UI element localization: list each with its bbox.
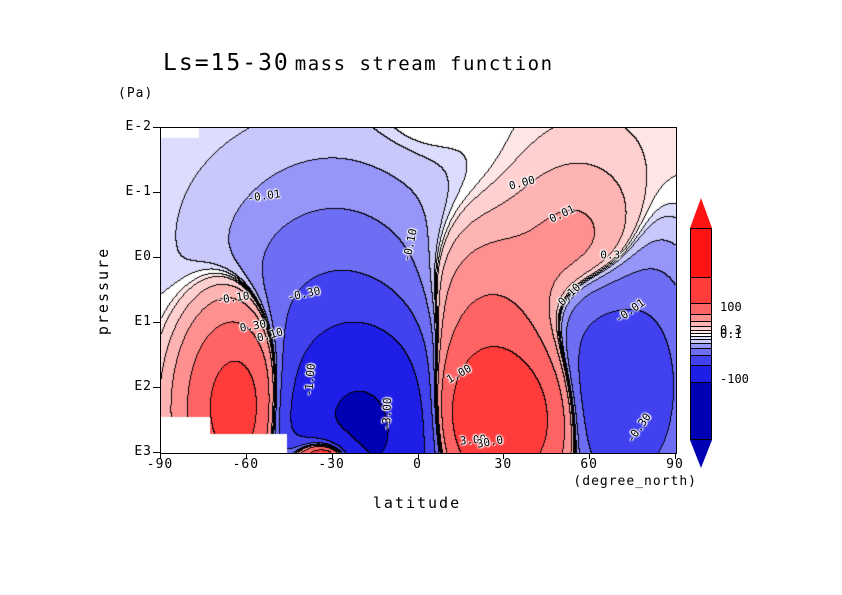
colorbar-segment: [691, 303, 711, 314]
y-axis-tick: [153, 257, 160, 258]
colorbar-arrow-up: [690, 198, 712, 228]
x-tick-label: -60: [232, 457, 260, 472]
contour-labels: 0.00 0.01 -0.01 -0.10 -0.10 -0.30 0.3 -0.10 -0.0…: [161, 128, 676, 453]
x-tick-label: 30: [494, 457, 513, 472]
contour-label: -0.01: [612, 296, 648, 327]
x-axis-unit: (degree_north): [573, 474, 697, 489]
y-tick-label: E1: [134, 314, 152, 329]
colorbar-segment: [691, 365, 711, 382]
contour-label: -0.30: [623, 411, 654, 446]
y-tick-label: E-1: [125, 184, 152, 199]
colorbar-segment: [691, 229, 711, 277]
y-tick-label: E-2: [125, 119, 152, 134]
x-axis-tick: [331, 453, 333, 459]
plot-title: Ls=15-30 mass stream function: [163, 50, 554, 76]
colorbar-segment: [691, 321, 711, 326]
colorbar-segment: [691, 333, 711, 336]
contour-label: -0.10: [215, 289, 250, 308]
plot-area: 0.00 0.01 -0.01 -0.10 -0.10 -0.30 0.3 -0.10 -0.0…: [160, 127, 677, 454]
x-axis-label: latitude: [372, 494, 462, 512]
x-tick-label: 60: [580, 457, 598, 472]
colorbar-segment: [691, 326, 711, 330]
y-axis-tick: [153, 192, 160, 193]
colorbar-label: -100: [720, 371, 749, 386]
x-axis-tick: [245, 453, 247, 459]
colorbar-segment: [691, 382, 711, 439]
contour-label: -0.10: [550, 280, 584, 314]
y-tick-label: E0: [134, 249, 152, 264]
contour-label: 0.00: [507, 173, 536, 193]
x-tick-label: -90: [146, 457, 174, 472]
contour-label: -1.00: [301, 362, 318, 397]
colorbar-segment: [691, 336, 711, 339]
x-axis-tick: [417, 453, 419, 459]
y-axis-tick: [153, 452, 160, 453]
colorbar-segment: [691, 355, 711, 365]
colorbar-segment: [691, 343, 711, 348]
colorbar-scale: [690, 228, 712, 440]
colorbar-segment: [691, 348, 711, 355]
x-axis-tick: [160, 453, 161, 459]
y-axis-tick: [153, 387, 160, 388]
colorbar-label: 100: [720, 300, 742, 315]
colorbar-segment: [691, 339, 711, 343]
y-tick-label: E2: [134, 379, 152, 394]
colorbar-arrow-down: [690, 440, 712, 468]
colorbar-label: 0.3: [720, 323, 742, 338]
y-axis-tick: [153, 127, 160, 128]
y-axis-tick: [153, 322, 160, 323]
y-tick-label: E3: [134, 444, 152, 459]
x-tick-label: -30: [318, 457, 345, 472]
contour-label: 0.3: [600, 248, 621, 262]
contour-label: 1.00: [443, 361, 474, 386]
x-tick-label: 90: [666, 457, 684, 472]
x-tick-label: 0: [413, 457, 422, 472]
y-axis-unit: (Pa): [118, 86, 154, 101]
colorbar: 100 0.3 0.1 -100: [690, 198, 749, 468]
title-season: Ls=15-30: [163, 50, 290, 76]
x-axis-tick: [503, 453, 505, 459]
colorbar-label: 0.1: [720, 327, 742, 342]
contour-label: -0.10: [400, 227, 420, 263]
title-main: mass stream function: [294, 53, 554, 75]
x-axis-tick: [675, 453, 676, 459]
x-axis-tick: [589, 453, 591, 459]
contour-canvas: [161, 128, 676, 453]
colorbar-segment: [691, 277, 711, 303]
colorbar-segment: [691, 314, 711, 321]
colorbar-segment: [691, 330, 711, 333]
contour-label: -3.00: [379, 397, 395, 431]
contour-label: -0.01: [246, 187, 282, 205]
contour-label: -0.30: [286, 283, 322, 304]
contour-label: 0.01: [546, 202, 577, 226]
